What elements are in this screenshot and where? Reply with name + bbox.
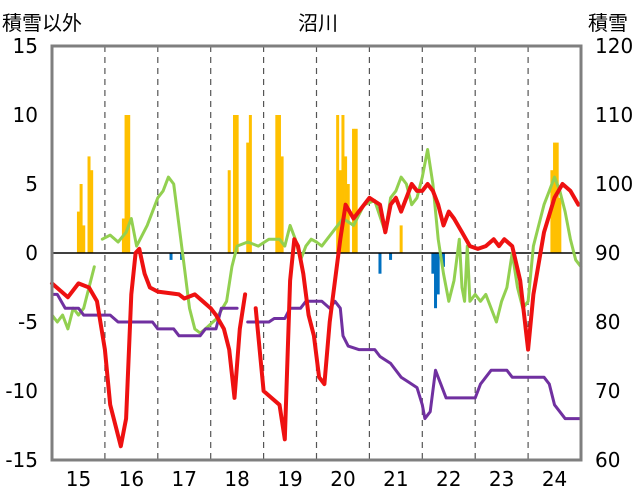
x-tick: 15 bbox=[66, 467, 91, 491]
bar-orange bbox=[336, 115, 340, 253]
x-tick: 20 bbox=[330, 467, 355, 491]
bar-orange bbox=[235, 115, 239, 253]
y-tick-left: -5 bbox=[18, 310, 38, 334]
left-axis-label: 積雪以外 bbox=[2, 11, 82, 35]
series-line-purple bbox=[50, 292, 239, 338]
left-axis-ticks: 15 10 5 0 -5 -10 -15 bbox=[5, 34, 38, 472]
bar-orange bbox=[277, 115, 281, 253]
y-tick-right: 120 bbox=[595, 34, 633, 58]
series-lines bbox=[50, 148, 583, 449]
x-tick: 18 bbox=[224, 467, 249, 491]
bar-orange bbox=[82, 225, 86, 253]
bar-orange bbox=[338, 170, 342, 253]
bar-orange bbox=[399, 225, 403, 253]
bar-blue bbox=[431, 253, 435, 274]
y-tick-left: 0 bbox=[25, 241, 38, 265]
y-tick-right: 90 bbox=[595, 241, 620, 265]
bar-orange bbox=[90, 170, 94, 253]
y-tick-left: -10 bbox=[5, 379, 38, 403]
y-tick-right: 60 bbox=[595, 448, 620, 472]
series-line-red bbox=[50, 246, 248, 449]
y-tick-left: 15 bbox=[13, 34, 38, 58]
x-tick: 23 bbox=[489, 467, 514, 491]
bars bbox=[76, 115, 562, 309]
right-axis-label: 積雪 bbox=[588, 11, 628, 35]
x-tick: 21 bbox=[383, 467, 408, 491]
bar-orange bbox=[246, 142, 250, 253]
bar-orange bbox=[233, 115, 237, 253]
bar-orange bbox=[79, 184, 83, 253]
y-tick-left: 10 bbox=[13, 103, 38, 127]
x-axis-ticks: 15 16 17 18 19 20 21 22 23 24 bbox=[66, 467, 568, 491]
y-tick-right: 70 bbox=[595, 379, 620, 403]
bar-orange bbox=[127, 115, 131, 253]
y-tick-right: 110 bbox=[595, 103, 633, 127]
bar-blue bbox=[434, 253, 438, 309]
series-line-red bbox=[253, 182, 581, 442]
x-tick: 16 bbox=[119, 467, 144, 491]
bar-blue bbox=[436, 253, 440, 295]
bar-orange bbox=[280, 156, 284, 253]
bar-blue bbox=[378, 253, 382, 274]
bar-blue bbox=[389, 253, 393, 260]
chart-title: 沼川 bbox=[298, 11, 338, 35]
y-tick-right: 100 bbox=[595, 172, 633, 196]
x-tick: 19 bbox=[277, 467, 302, 491]
plot-frame bbox=[50, 44, 583, 462]
bar-orange bbox=[346, 184, 350, 253]
bar-orange bbox=[352, 128, 356, 253]
bar-orange bbox=[248, 115, 252, 253]
bar-blue bbox=[169, 253, 173, 260]
x-tick: 22 bbox=[436, 467, 461, 491]
bar-orange bbox=[124, 115, 128, 253]
y-tick-right: 80 bbox=[595, 310, 620, 334]
bar-blue bbox=[441, 253, 445, 267]
bar-orange bbox=[76, 211, 80, 253]
bar-orange bbox=[354, 128, 358, 253]
x-tick: 17 bbox=[172, 467, 197, 491]
bar-orange bbox=[227, 170, 231, 253]
bar-orange bbox=[341, 115, 345, 253]
right-axis-ticks: 120 110 100 90 80 70 60 bbox=[595, 34, 633, 472]
x-tick: 24 bbox=[542, 467, 567, 491]
bar-orange bbox=[275, 115, 279, 253]
bar-orange bbox=[555, 142, 559, 253]
bar-orange bbox=[87, 156, 91, 253]
bar-orange bbox=[558, 197, 562, 253]
y-tick-left: -15 bbox=[5, 448, 38, 472]
y-tick-left: 5 bbox=[25, 172, 38, 196]
